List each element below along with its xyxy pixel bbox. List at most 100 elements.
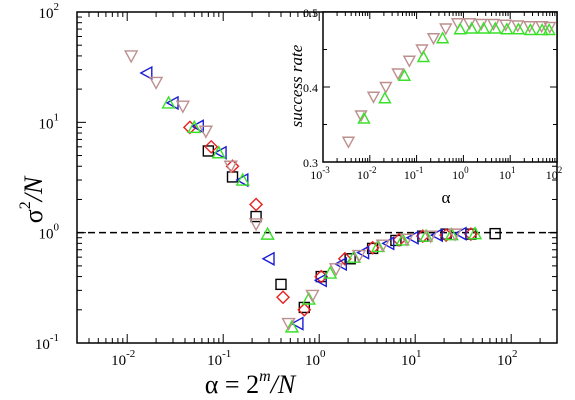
y-axis-label: σ2/N: [17, 175, 48, 223]
data-point-triangle-left: [290, 316, 304, 331]
inset-data-point-triangle-down: [534, 21, 549, 34]
x-tick-label: 10-1: [207, 348, 231, 369]
x-tick-label: 100: [305, 348, 326, 369]
data-point-triangle-up: [260, 226, 275, 240]
x-axis-label-text: = 2: [218, 370, 259, 399]
inset-data-point-triangle-down: [379, 81, 393, 94]
inset-data-point-triangle-up: [397, 68, 412, 81]
inset-data-point-triangle-down: [391, 68, 405, 81]
y-axis-label-greek: σ: [19, 209, 48, 223]
data-point-triangle-down: [351, 249, 367, 264]
data-point-square: [250, 210, 262, 223]
data-point-triangle-up: [235, 172, 250, 186]
inset-data-point-triangle-down: [341, 136, 356, 149]
data-point-square: [226, 171, 239, 183]
inset-data-point-triangle-up: [535, 23, 549, 36]
inset-y-tick-label: 0.3: [303, 156, 318, 170]
data-point-square: [275, 278, 287, 291]
inset-data-point-triangle-down: [402, 55, 417, 68]
data-point-triangle-up: [322, 265, 338, 279]
data-point-triangle-up: [467, 226, 483, 240]
data-point-triangle-down: [281, 317, 296, 332]
inset-data-point-triangle-up: [378, 91, 392, 104]
data-point-triangle-up: [187, 119, 202, 134]
inset-data-point-triangle-up: [464, 21, 479, 34]
inset-x-tick-label: 101: [499, 165, 516, 182]
y-axis-label-tail: /N: [19, 175, 48, 203]
inset-data-point-triangle-up: [523, 23, 538, 36]
x-tick-label: 102: [497, 348, 518, 369]
data-point-triangle-left: [235, 172, 249, 188]
inset-background: [323, 12, 557, 162]
data-point-triangle-down: [328, 263, 344, 277]
x-axis-label-sup: m: [259, 368, 271, 385]
data-point-triangle-up: [211, 145, 226, 159]
data-point-triangle-down: [198, 125, 214, 139]
data-point-triangle-up: [395, 232, 410, 246]
inset-data-point-triangle-up: [476, 21, 491, 34]
data-point-diamond: [365, 240, 380, 255]
x-axis-label-tail: /N: [269, 370, 297, 399]
data-point-diamond: [276, 290, 291, 305]
inset-x-tick-label: 10-3: [310, 165, 330, 182]
data-point-diamond: [249, 197, 264, 212]
data-point-square: [202, 145, 215, 157]
data-point-triangle-left: [261, 251, 275, 266]
inset-x-tick-label: 102: [546, 165, 563, 182]
data-point-diamond: [337, 251, 352, 266]
inset-y-tick-label: 0.5: [303, 6, 318, 20]
data-point-triangle-up: [161, 95, 176, 109]
inset-data-point-triangle-down: [511, 20, 525, 33]
data-point-triangle-down: [375, 239, 391, 253]
data-point-triangle-up: [301, 291, 317, 305]
data-point-triangle-left: [313, 273, 327, 288]
data-point-triangle-left: [139, 65, 153, 81]
y-tick-label: 101: [39, 111, 60, 132]
inset-data-point-triangle-up: [435, 31, 450, 44]
data-point-triangle-up: [284, 319, 300, 333]
inset-data-point-triangle-down: [415, 44, 429, 57]
data-point-square: [489, 227, 501, 240]
inset-data-point-triangle-up: [542, 23, 556, 36]
data-point-diamond: [463, 227, 478, 242]
data-point-triangle-up: [444, 227, 459, 241]
data-point-triangle-down: [248, 218, 264, 232]
inset-y-axis-label: success rate: [287, 44, 306, 127]
main-plot-frame: [76, 11, 558, 344]
inset-x-tick-label: 100: [452, 165, 469, 182]
data-point-diamond: [204, 139, 219, 154]
inset-data-point-triangle-up: [511, 22, 526, 35]
data-point-triangle-down: [148, 76, 164, 90]
y-tick-label: 10-1: [35, 332, 59, 353]
inset-data-point-triangle-down: [426, 33, 441, 46]
x-tick-label: 101: [401, 348, 422, 369]
data-point-triangle-down: [123, 50, 139, 64]
data-point-triangle-down: [423, 230, 438, 244]
inset-x-axis-label: α: [442, 188, 451, 207]
data-point-diamond: [297, 302, 312, 317]
x-axis-label-greek: α: [205, 370, 219, 399]
inset-data-point-triangle-up: [357, 111, 371, 124]
y-tick-label: 100: [39, 222, 60, 243]
inset-x-tick-label: 10-2: [357, 165, 377, 182]
inset-x-tick-label: 10-1: [404, 165, 424, 182]
data-point-triangle-down: [447, 228, 463, 242]
data-point-diamond: [225, 159, 240, 174]
data-point-triangle-down: [175, 100, 191, 114]
x-tick-label: 10-2: [111, 348, 135, 369]
data-point-triangle-up: [370, 238, 386, 253]
inset-plot: 10-3 10-2 10-1 100 101 102 0.3 0.4 0.5: [303, 6, 562, 182]
data-point-triangle-down: [223, 160, 238, 174]
y-tick-label: 102: [39, 1, 60, 22]
x-axis-label: α = 2m/N: [205, 368, 297, 399]
data-point-triangle-down: [399, 233, 415, 247]
inset-data-point-triangle-up: [488, 21, 502, 34]
data-point-triangle-down: [305, 289, 320, 303]
inset-data-point-triangle-down: [366, 91, 381, 104]
inset-data-point-triangle-down: [439, 23, 453, 36]
inset-data-point-triangle-up: [453, 22, 467, 35]
y-axis-label-sup: 2: [17, 201, 34, 209]
inset-y-tick-label: 0.4: [303, 81, 318, 95]
inset-data-point-triangle-down: [354, 110, 368, 123]
